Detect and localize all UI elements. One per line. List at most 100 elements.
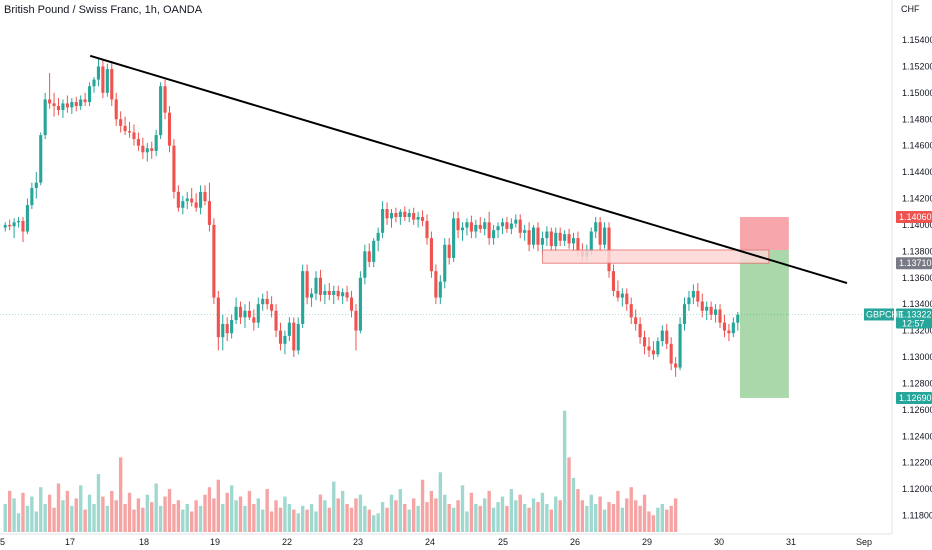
- candle-body: [620, 293, 624, 298]
- candle-body: [665, 330, 669, 344]
- volume-bar: [514, 500, 518, 532]
- volume-bar: [509, 489, 514, 532]
- candle-body: [261, 298, 265, 305]
- volume-bar: [545, 504, 549, 532]
- candle-body: [700, 301, 704, 311]
- candle: [416, 211, 420, 228]
- countdown-label: 12:57: [902, 318, 925, 328]
- volume-bar: [30, 496, 34, 532]
- candle-body: [21, 220, 25, 232]
- candle: [656, 337, 660, 357]
- price-tick-label: 1.14600: [902, 141, 932, 151]
- volume-bar: [21, 492, 25, 532]
- chart-title: British Pound / Swiss Franc, 1h, OANDA: [4, 4, 203, 16]
- candle-body: [540, 238, 544, 245]
- candle: [714, 304, 718, 323]
- volume-bar: [594, 504, 598, 532]
- volume-bar: [607, 502, 611, 532]
- candle: [682, 297, 687, 331]
- time-tick-label: 24: [425, 537, 435, 547]
- volume-bar: [394, 500, 398, 532]
- candle-body: [363, 251, 367, 278]
- candle-body: [70, 102, 74, 108]
- candle-body: [682, 304, 687, 324]
- candle-body: [736, 314, 740, 323]
- candle-body: [554, 232, 558, 247]
- candle: [518, 214, 522, 239]
- candle: [660, 325, 664, 347]
- candle-body: [163, 86, 167, 113]
- candle-body: [558, 232, 562, 241]
- chart-drawings: [0, 54, 892, 398]
- volume-bar: [625, 498, 629, 532]
- volume-bar: [150, 502, 154, 532]
- volume-bar: [56, 483, 61, 532]
- candle: [225, 317, 229, 342]
- candle-body: [674, 363, 678, 368]
- volume-bar: [669, 505, 673, 532]
- candle: [545, 226, 549, 247]
- candle: [265, 290, 269, 310]
- candle: [74, 96, 78, 112]
- candle-body: [594, 222, 598, 232]
- candle: [527, 222, 531, 252]
- volume-bar: [580, 500, 585, 532]
- candle-body: [416, 216, 420, 220]
- price-tick-label: 1.13200: [902, 326, 932, 336]
- price-tick-label: 1.14000: [902, 220, 932, 230]
- candle-body: [354, 310, 358, 331]
- volume-bar: [416, 505, 420, 532]
- candle-body: [16, 220, 21, 223]
- candle-body: [487, 222, 491, 239]
- candle: [407, 209, 411, 223]
- candle: [367, 243, 371, 268]
- volume-bar: [287, 504, 292, 532]
- candle: [256, 297, 260, 328]
- volume-bar: [451, 507, 456, 532]
- candle: [509, 218, 513, 235]
- candle-body: [52, 103, 56, 107]
- volume-bar: [7, 490, 12, 532]
- candle: [292, 317, 296, 357]
- target-price-tag-bg: [896, 391, 932, 404]
- candle: [620, 288, 624, 307]
- time-tick-label: 31: [786, 537, 796, 547]
- volume-bar: [638, 505, 642, 532]
- volume-bar: [616, 490, 620, 532]
- candle-body: [154, 135, 158, 151]
- candle-body: [119, 119, 123, 126]
- candle-body: [212, 224, 216, 298]
- candle-body: [101, 66, 105, 93]
- volume-bar: [633, 500, 638, 532]
- volume-bar: [380, 502, 385, 532]
- candle-body: [332, 290, 336, 295]
- volume-bar: [110, 490, 114, 532]
- candle: [363, 244, 367, 285]
- volume-bar: [3, 504, 7, 532]
- candle: [278, 322, 283, 351]
- volume-bar: [465, 511, 469, 532]
- candle: [16, 216, 21, 228]
- candle: [634, 309, 638, 331]
- candle: [687, 290, 691, 311]
- price-tick-label: 1.15400: [902, 35, 932, 45]
- candle-body: [571, 238, 576, 244]
- candle: [563, 230, 567, 247]
- candle: [190, 187, 194, 207]
- candle: [554, 227, 558, 252]
- volume-bar: [190, 511, 194, 532]
- candle: [718, 304, 722, 328]
- candle: [181, 195, 185, 215]
- candle: [443, 238, 447, 289]
- resistance-zone: [541, 249, 770, 264]
- volume-bar: [469, 492, 474, 532]
- candle: [234, 297, 238, 324]
- candle: [243, 304, 247, 328]
- volume-bar: [505, 505, 509, 532]
- candle-body: [407, 213, 411, 217]
- candle-body: [292, 322, 296, 351]
- candle-body: [394, 213, 398, 217]
- candle: [252, 309, 256, 331]
